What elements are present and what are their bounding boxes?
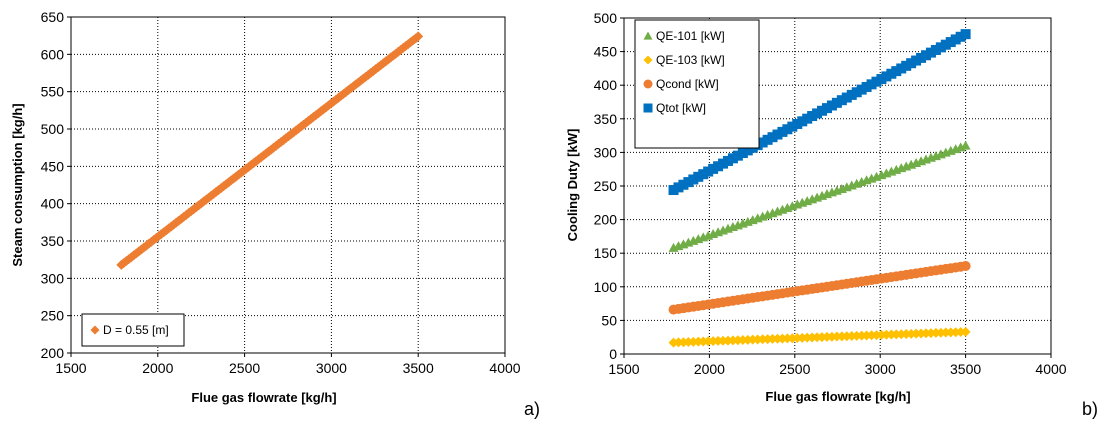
data-point [708, 336, 719, 347]
x-tick-label: 2000 [694, 361, 725, 377]
series-d [116, 31, 424, 270]
legend-label: Qtot [kW] [656, 101, 706, 115]
x-tick-label: 1500 [55, 360, 86, 376]
y-tick-label: 300 [41, 270, 65, 286]
data-point [960, 29, 971, 40]
x-tick-label: 1500 [608, 361, 639, 377]
data-point [787, 333, 798, 344]
panel-label: b) [1082, 399, 1098, 419]
x-axis-title: Flue gas flowrate [kg/h] [765, 389, 910, 404]
data-point [836, 331, 847, 342]
legend-marker [643, 31, 653, 40]
y-tick-label: 450 [594, 44, 618, 60]
data-point [960, 326, 971, 337]
y-tick-label: 250 [594, 178, 618, 194]
legend-marker [643, 55, 653, 65]
legend-label: D = 0.55 [m] [103, 323, 169, 337]
y-tick-label: 150 [594, 245, 618, 261]
legend-label: Qcond [kW] [656, 77, 719, 91]
legend: D = 0.55 [m] [81, 313, 185, 347]
series-qcond [668, 260, 971, 315]
y-tick-label: 50 [601, 312, 617, 328]
y-tick-label: 500 [41, 121, 65, 137]
data-point [683, 337, 694, 348]
y-axis-title: Cooling Duty [kW] [565, 129, 580, 242]
x-tick-label: 2000 [142, 360, 173, 376]
legend: QE-101 [kW] QE-103 [kW] Qcond [kW] Qtot [kW… [634, 19, 760, 149]
legend-label: QE-101 [kW] [656, 29, 725, 43]
y-tick-label: 200 [41, 345, 65, 361]
y-tick-label: 600 [41, 46, 65, 62]
data-point [782, 333, 793, 344]
data-point [960, 260, 971, 271]
data-point [831, 331, 842, 342]
data-point [960, 140, 971, 150]
data-point [413, 31, 424, 42]
plot-background [71, 17, 505, 353]
y-tick-label: 350 [41, 233, 65, 249]
series-marks [668, 29, 971, 348]
y-tick-label: 250 [41, 308, 65, 324]
x-tick-label: 4000 [1035, 361, 1066, 377]
chart-b: 1500 2000 2500 3000 3500 4000 0 50 100 150 200 250… [565, 10, 1098, 419]
y-ticks: 200 250 300 350 400 450 500 550 600 650 [41, 9, 71, 361]
y-tick-label: 200 [594, 212, 618, 228]
y-axis-title: Steam consumption [kg/h] [10, 103, 25, 266]
data-point [886, 329, 897, 340]
x-ticks: 1500 2000 2500 3000 3500 4000 [608, 354, 1067, 377]
data-point [727, 335, 738, 346]
data-point [757, 334, 768, 345]
data-point [930, 327, 941, 338]
chart-a: 1500 2000 2500 3000 3500 4000 200 250 300 350 400… [10, 9, 540, 419]
x-tick-label: 2500 [229, 360, 260, 376]
y-tick-label: 350 [594, 111, 618, 127]
series-marks [116, 31, 424, 270]
data-point [732, 335, 743, 346]
legend-marker [90, 325, 100, 335]
y-tick-label: 450 [41, 158, 65, 174]
plot-area [70, 16, 506, 354]
series-qe-103 [668, 326, 971, 348]
legend-marker [643, 79, 653, 89]
y-tick-label: 400 [41, 196, 65, 212]
x-tick-label: 4000 [489, 360, 520, 376]
y-tick-label: 0 [609, 346, 617, 362]
data-point [737, 335, 748, 346]
x-tick-label: 3500 [950, 361, 981, 377]
x-tick-label: 3000 [865, 361, 896, 377]
y-tick-label: 550 [41, 84, 65, 100]
y-tick-label: 500 [594, 10, 618, 26]
data-point [935, 327, 946, 338]
y-tick-label: 100 [594, 279, 618, 295]
y-ticks: 0 50 100 150 200 250 300 350 400 450 500 [594, 10, 624, 362]
series-qe-101 [668, 140, 971, 252]
data-point [802, 332, 813, 343]
x-tick-label: 2500 [779, 361, 810, 377]
data-point [688, 336, 699, 347]
y-tick-label: 400 [594, 77, 618, 93]
panel-label: a) [524, 399, 540, 419]
data-point [752, 334, 763, 345]
legend-marker [643, 103, 653, 113]
x-ticks: 1500 2000 2500 3000 3500 4000 [55, 353, 521, 376]
legend-label: QE-103 [kW] [656, 53, 725, 67]
plot-frame [70, 16, 506, 354]
x-axis-title: Flue gas flowrate [kg/h] [191, 390, 336, 405]
series-qtot [668, 29, 971, 196]
data-point [881, 329, 892, 340]
y-tick-label: 650 [41, 9, 65, 25]
y-tick-label: 300 [594, 144, 618, 160]
x-tick-label: 3500 [403, 360, 434, 376]
x-tick-label: 3000 [316, 360, 347, 376]
legend-box [634, 19, 760, 149]
data-point [777, 333, 788, 344]
